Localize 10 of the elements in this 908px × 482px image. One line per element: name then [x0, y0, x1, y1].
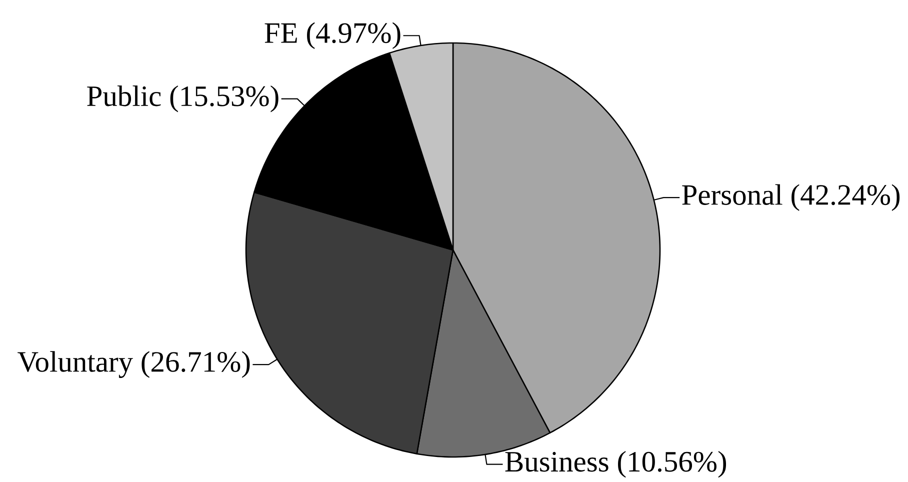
data-label: (10.56%) — [618, 450, 726, 478]
slice-label: Personal — [682, 184, 782, 205]
data-label: (26.71%) — [142, 351, 250, 378]
data-label: (15.53%) — [170, 85, 278, 112]
data-label: (4.97%) — [307, 22, 400, 49]
slice-label: Voluntary — [18, 351, 133, 378]
slice-label: FE — [264, 23, 297, 43]
slice-label: Business — [505, 452, 608, 472]
data-label: (42.24%) — [792, 184, 900, 211]
slice-label: Public — [87, 85, 161, 106]
